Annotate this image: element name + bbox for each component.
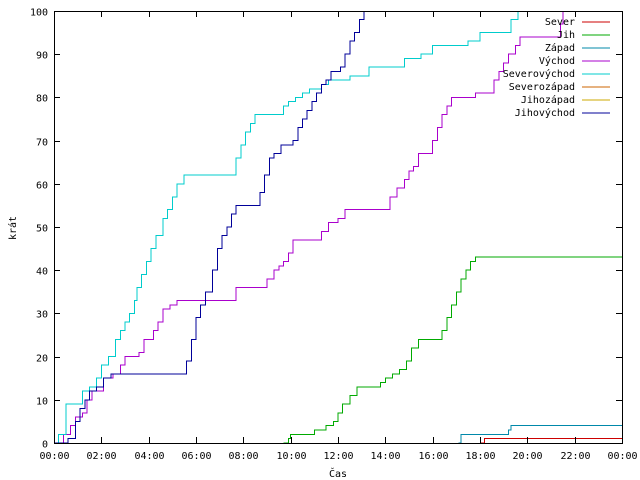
- y-tick-label: 0: [42, 440, 48, 451]
- legend-label: Západ: [545, 42, 575, 54]
- y-tick-label: 80: [36, 94, 48, 105]
- x-tick-label: 20:00: [512, 451, 542, 462]
- series-layer: [54, 11, 622, 444]
- legend-label: Východ: [539, 55, 575, 67]
- x-tick-label: 04:00: [134, 451, 164, 462]
- legend-label: Severozápad: [509, 81, 575, 93]
- series-line-3: [458, 425, 622, 444]
- legend-label: Jihovýchod: [515, 107, 575, 119]
- x-tick-label: 00:00: [607, 451, 637, 462]
- y-tick-label: 40: [36, 267, 48, 278]
- x-tick-label: 02:00: [86, 451, 116, 462]
- y-tick-label: 100: [30, 8, 48, 19]
- y-tick-label: 20: [36, 354, 48, 365]
- x-tick-label: 18:00: [465, 451, 495, 462]
- legend-label: Severovýchod: [503, 68, 575, 80]
- legend: Sever JihZápadVýchodSeverovýchodSeverozáp…: [503, 17, 610, 119]
- legend-label: Jihozápad: [521, 94, 575, 106]
- x-tick-label: 16:00: [418, 451, 448, 462]
- series-line-5: [54, 11, 519, 444]
- x-tick-label: 22:00: [560, 451, 590, 462]
- series-line-8: [54, 11, 365, 444]
- x-axis-title: Čas: [329, 467, 347, 480]
- x-tick-label: 00:00: [39, 451, 69, 462]
- x-axis: 00:00 02:00 04:00 06:00 08:00 10:00 12:00 14:00…: [39, 11, 638, 462]
- series-line-2: [283, 256, 622, 444]
- x-tick-label: 14:00: [370, 451, 400, 462]
- y-tick-label: 50: [36, 224, 48, 235]
- y-axis: 0 10 20 30 40 50 60 70 80 90 100: [30, 8, 622, 451]
- y-tick-label: 70: [36, 138, 48, 149]
- legend-label: Sever: [545, 17, 575, 28]
- series-line-4: [54, 11, 564, 444]
- y-tick-label: 10: [36, 397, 48, 408]
- y-axis-title: krát: [7, 216, 19, 240]
- series-line-1: [480, 438, 622, 444]
- x-tick-label: 10:00: [276, 451, 306, 462]
- legend-label: Jih: [557, 30, 575, 41]
- y-tick-label: 90: [36, 51, 48, 62]
- y-tick-label: 60: [36, 181, 48, 192]
- x-tick-label: 08:00: [228, 451, 258, 462]
- y-tick-label: 30: [36, 310, 48, 321]
- x-tick-label: 12:00: [323, 451, 353, 462]
- x-tick-label: 06:00: [181, 451, 211, 462]
